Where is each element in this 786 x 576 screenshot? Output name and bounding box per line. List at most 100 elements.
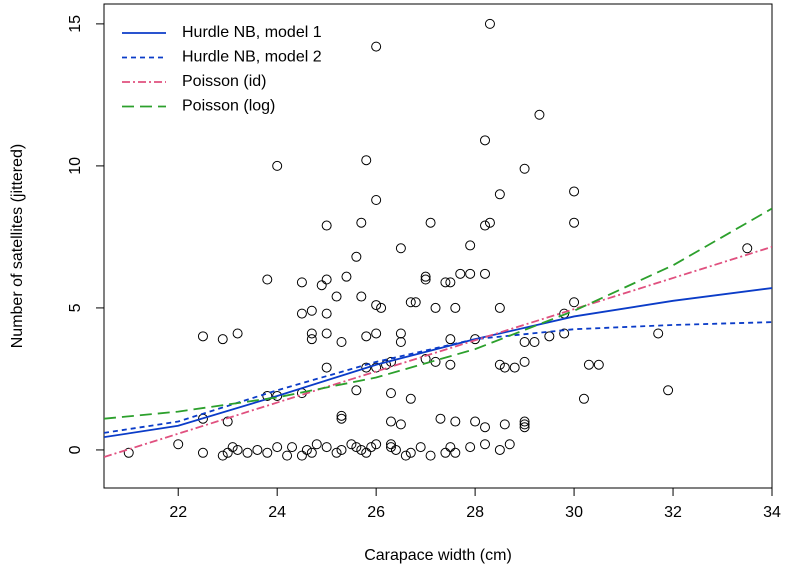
point (440, 277, 451, 288)
point (470, 416, 481, 427)
point (395, 328, 406, 339)
point (425, 217, 436, 228)
point (341, 271, 352, 282)
point (242, 447, 253, 458)
point (569, 297, 580, 308)
point (445, 359, 456, 370)
x-tick-label: 24 (268, 504, 286, 521)
point (385, 439, 396, 450)
point (405, 447, 416, 458)
point (435, 413, 446, 424)
point (346, 439, 357, 450)
point (296, 450, 307, 461)
x-tick-label: 22 (169, 504, 187, 521)
point (336, 444, 347, 455)
point (371, 328, 382, 339)
point (494, 302, 505, 313)
point (494, 444, 505, 455)
point (252, 444, 263, 455)
x-tick-label: 28 (466, 504, 484, 521)
point (450, 302, 461, 313)
point (306, 334, 317, 345)
point (197, 331, 208, 342)
point (544, 331, 555, 342)
point (480, 220, 491, 231)
y-tick-label: 0 (67, 445, 84, 454)
point (395, 337, 406, 348)
point (494, 189, 505, 200)
point (301, 444, 312, 455)
point (519, 337, 530, 348)
point (232, 328, 243, 339)
point (306, 447, 317, 458)
point (445, 442, 456, 453)
point (306, 328, 317, 339)
point (430, 302, 441, 313)
x-tick-label: 26 (367, 504, 385, 521)
point (173, 439, 184, 450)
point (272, 160, 283, 171)
point (519, 356, 530, 367)
point (262, 390, 273, 401)
fit-line (104, 245, 772, 458)
x-tick-label: 30 (565, 504, 583, 521)
point (356, 217, 367, 228)
point (499, 419, 510, 430)
point (385, 388, 396, 399)
point (222, 447, 233, 458)
y-tick-label: 5 (67, 303, 84, 312)
point (465, 268, 476, 279)
legend-label: Hurdle NB, model 1 (182, 24, 322, 41)
fit-line (104, 207, 772, 420)
point (371, 300, 382, 311)
point (519, 422, 530, 433)
point (484, 18, 495, 29)
point (217, 334, 228, 345)
point (262, 447, 273, 458)
point (321, 362, 332, 373)
point (390, 444, 401, 455)
point (371, 362, 382, 373)
point (450, 447, 461, 458)
point (361, 447, 372, 458)
point (663, 385, 674, 396)
fit-line (104, 321, 772, 434)
point (311, 439, 322, 450)
point (197, 447, 208, 458)
point (331, 447, 342, 458)
point (450, 416, 461, 427)
point (321, 274, 332, 285)
point (400, 450, 411, 461)
point (351, 442, 362, 453)
point (217, 450, 228, 461)
point (653, 328, 664, 339)
point (321, 220, 332, 231)
point (529, 337, 540, 348)
point (361, 155, 372, 166)
point (445, 277, 456, 288)
point (351, 251, 362, 262)
point (455, 268, 466, 279)
point (494, 359, 505, 370)
point (321, 308, 332, 319)
point (569, 217, 580, 228)
point (420, 274, 431, 285)
point (415, 442, 426, 453)
point (509, 362, 520, 373)
point (376, 302, 387, 313)
point (395, 243, 406, 254)
point (445, 334, 456, 345)
point (395, 419, 406, 430)
point (356, 444, 367, 455)
point (222, 416, 233, 427)
point (519, 419, 530, 430)
point (336, 410, 347, 421)
point (410, 297, 421, 308)
point (480, 439, 491, 450)
point (405, 393, 416, 404)
point (336, 413, 347, 424)
point (371, 194, 382, 205)
point (742, 243, 753, 254)
point (583, 359, 594, 370)
